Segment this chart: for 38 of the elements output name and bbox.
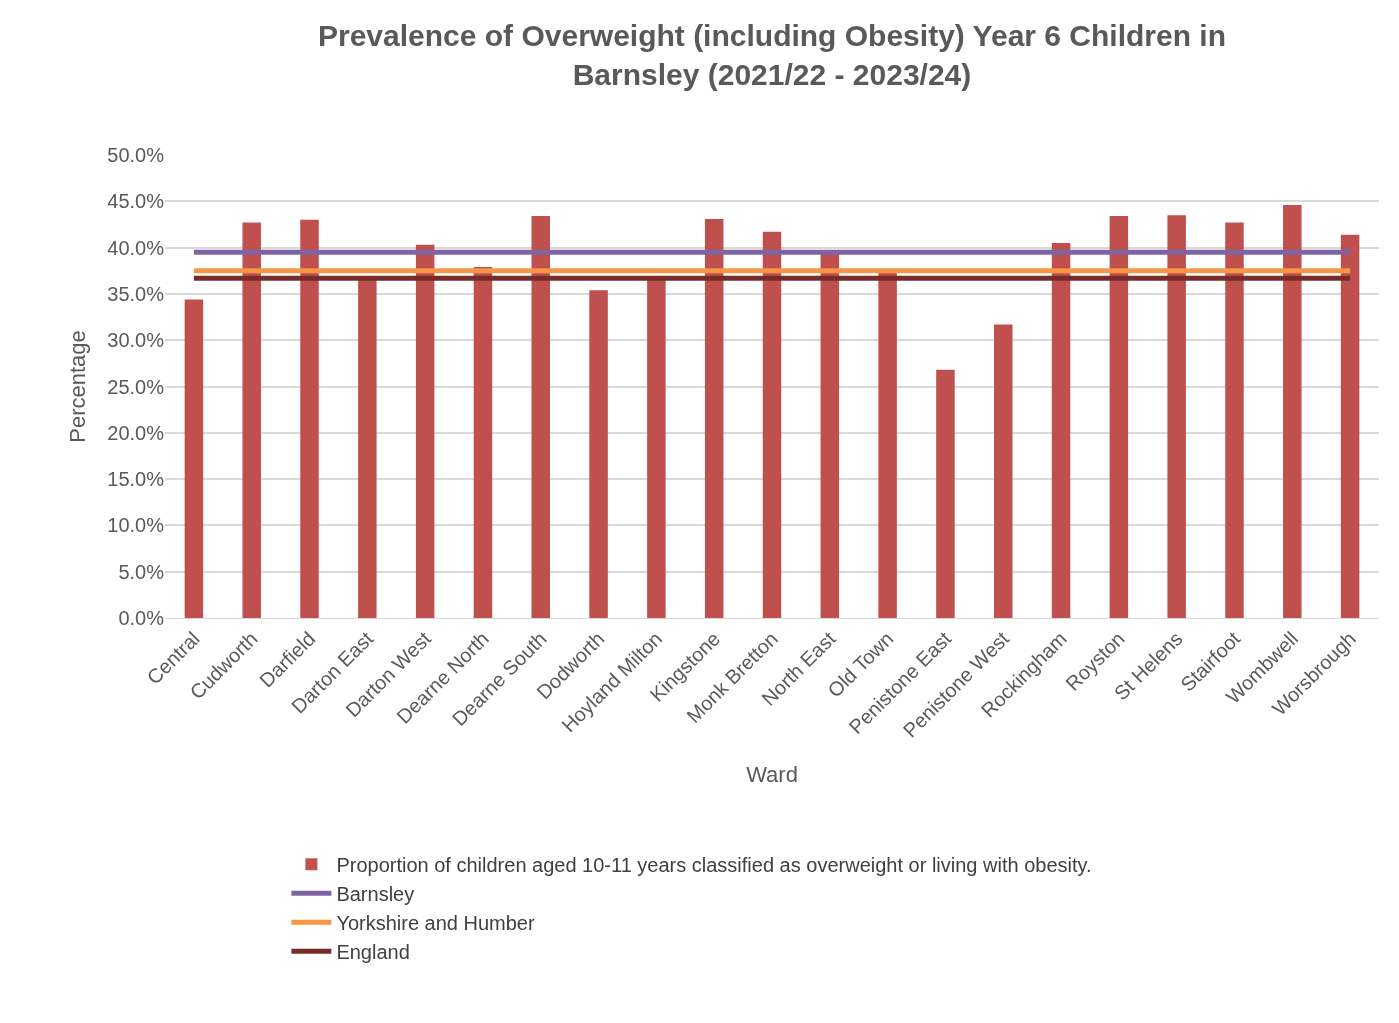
bar (242, 222, 261, 618)
legend-label: England (336, 941, 410, 964)
bar (415, 244, 435, 618)
y-tick-label: 35.0% (107, 282, 165, 305)
bar (358, 279, 377, 618)
y-tick-label: 45.0% (107, 190, 165, 213)
bar (704, 218, 724, 618)
bar (1167, 215, 1186, 618)
y-tick-label: 0.0% (118, 607, 165, 629)
y-tick-label: 50.0% (107, 144, 165, 166)
y-tick-label: 10.0% (107, 514, 165, 537)
y-tick-label: 15.0% (107, 468, 165, 491)
legend-label: Barnsley (336, 883, 415, 906)
bar (820, 253, 840, 618)
bar (1283, 205, 1302, 618)
bar (1340, 234, 1360, 618)
bar (1109, 216, 1129, 618)
x-axis-title: Ward (746, 761, 798, 787)
y-axis-title: Percentage (65, 330, 91, 443)
y-tick-label: 5.0% (118, 560, 165, 583)
bar (300, 219, 319, 618)
bar (1051, 242, 1071, 618)
bar (184, 299, 204, 618)
bar (993, 324, 1013, 618)
bar (878, 272, 897, 618)
y-tick-label: 40.0% (107, 236, 165, 259)
bar (589, 290, 608, 618)
bar (936, 369, 955, 618)
bar (762, 231, 782, 618)
bar (531, 216, 551, 618)
bar (473, 267, 493, 618)
chart-title: Prevalence of Overweight (including Obesity) Year 6 Children in Barnsley (2021/22 - 2023/24) (317, 19, 1227, 92)
legend-label: Yorkshire and Humber (336, 912, 535, 935)
bar (1225, 222, 1244, 618)
y-tick-label: 30.0% (107, 329, 165, 352)
y-tick-label: 25.0% (107, 375, 165, 398)
legend-label: Proportion of children aged 10-11 years classified as overweight or living with obesity. (336, 854, 1092, 877)
y-tick-label: 20.0% (107, 421, 165, 444)
